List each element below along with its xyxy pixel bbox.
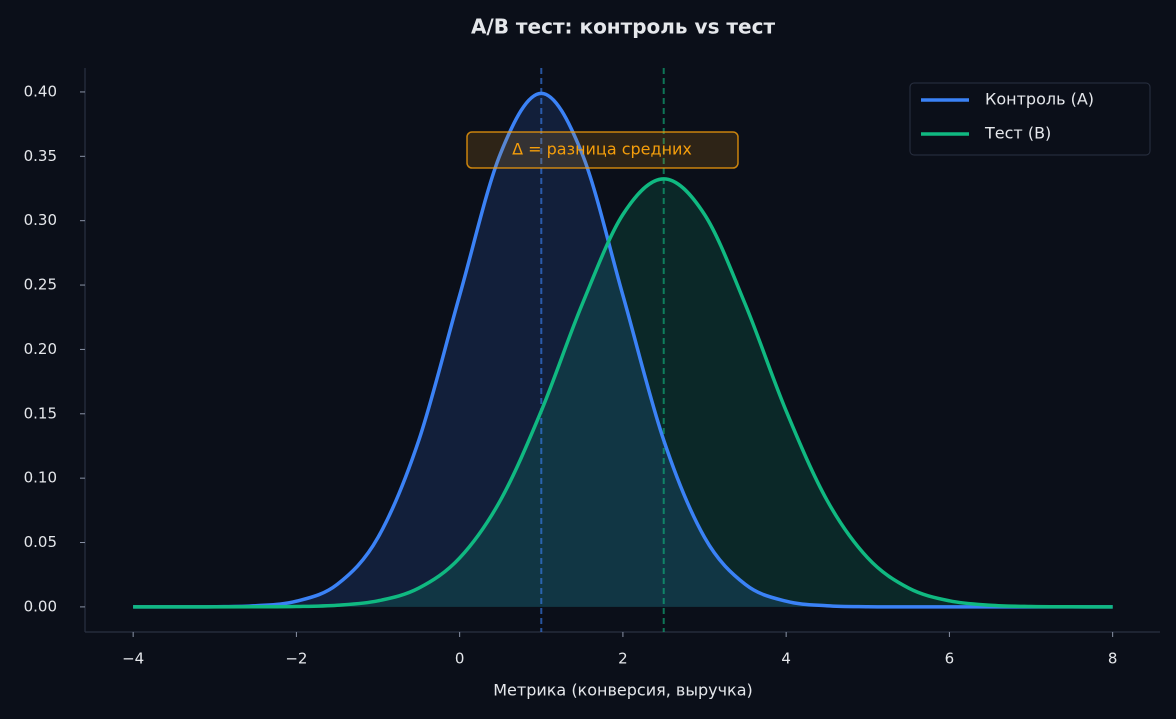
x-tick-label: 2 [618, 650, 628, 668]
y-tick-label: 0.10 [24, 469, 57, 487]
x-axis-label: Метрика (конверсия, выручка) [493, 681, 753, 700]
annotation-box [466, 131, 739, 169]
y-tick-label: 0.00 [24, 597, 57, 615]
y-tick-label: 0.40 [24, 82, 57, 100]
x-tick-label: 4 [781, 650, 791, 668]
x-tick-label: −4 [122, 650, 144, 668]
line [133, 177, 1113, 609]
y-tick-label: 0.30 [24, 211, 57, 229]
chart-title: A/B тест: контроль vs тест [471, 15, 776, 39]
x-tick-label: 0 [455, 650, 465, 668]
y-tick-label: 0.20 [24, 340, 57, 358]
legend-label: Контроль (A) [985, 90, 1094, 109]
y-tick-label: 0.25 [24, 276, 57, 294]
y-tick-label: 0.35 [24, 147, 57, 165]
x-tick-label: −2 [285, 650, 307, 668]
x-tick-label: 8 [1108, 650, 1118, 668]
annotation: Δ = разница средних [512, 140, 692, 159]
line [133, 91, 1113, 609]
area-fill [133, 93, 1113, 607]
y-tick-label: 0.15 [24, 404, 57, 422]
x-tick-label: 6 [945, 650, 955, 668]
legend-label: Тест (B) [984, 124, 1051, 143]
legend-box [909, 82, 1151, 156]
y-tick-label: 0.05 [24, 533, 57, 551]
area-fill [133, 178, 1113, 607]
